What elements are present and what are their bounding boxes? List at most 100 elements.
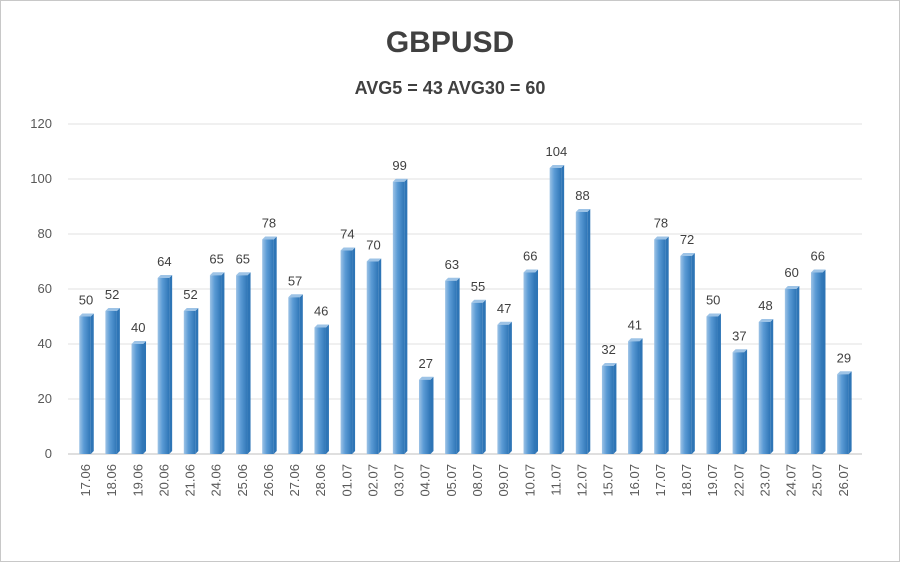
bar-side [273, 236, 277, 454]
bar-side [691, 253, 695, 454]
data-label: 78 [262, 216, 276, 231]
bar-face [236, 275, 248, 454]
bar-face [523, 272, 536, 454]
data-label: 74 [340, 227, 354, 242]
data-label: 66 [523, 249, 537, 264]
bar-face [366, 261, 379, 454]
bar-top [784, 286, 800, 289]
data-label: 88 [575, 188, 589, 203]
data-label: 52 [183, 287, 197, 302]
x-tick-label: 25.06 [235, 464, 250, 497]
bar [497, 321, 512, 454]
bar [183, 308, 199, 454]
bar-side [613, 363, 617, 454]
bar-face [471, 302, 483, 454]
data-label: 78 [654, 216, 668, 231]
data-label: 65 [236, 251, 250, 266]
y-tick-label: 120 [30, 116, 52, 131]
bar-side [482, 299, 486, 454]
data-labels: 50 52 40 64 52 65 65 78 57 46 74 70 99 27 63 55 47 66 104 8… [79, 144, 851, 371]
bar [209, 272, 225, 454]
bar-side [116, 308, 120, 454]
bar-side [561, 165, 565, 454]
bar-face [445, 280, 457, 454]
x-tick-label: 26.06 [261, 464, 276, 497]
bar-side [717, 313, 721, 454]
x-tick-label: 05.07 [444, 464, 459, 497]
bar-top [575, 209, 591, 212]
chart-subtitle: AVG5 = 43 AVG30 = 60 [354, 78, 546, 98]
bar-top [523, 269, 539, 273]
bar-side [247, 272, 251, 454]
bar [340, 247, 356, 454]
data-label: 64 [157, 254, 171, 269]
bar-face [628, 341, 640, 454]
bar-top [601, 363, 617, 366]
x-tick-label: 09.07 [496, 464, 511, 497]
bar-side [430, 376, 434, 454]
grid-lines [68, 123, 862, 455]
bar-face [340, 250, 353, 454]
bar-side [352, 247, 356, 454]
bar-face [549, 168, 562, 454]
bar-face [418, 379, 431, 454]
data-label: 48 [758, 298, 772, 313]
data-label: 29 [837, 350, 851, 365]
bar [628, 338, 643, 454]
bar [445, 277, 460, 454]
bar-top [810, 269, 826, 273]
data-label: 32 [601, 342, 615, 357]
bar-top [366, 258, 382, 262]
bar-top [262, 236, 277, 240]
bar-face [105, 311, 117, 454]
bar [810, 269, 826, 454]
bar-face [810, 272, 823, 454]
bar-top [471, 299, 486, 303]
bar [418, 376, 434, 454]
bar-top [497, 321, 512, 325]
bar [549, 165, 565, 454]
data-label: 40 [131, 320, 145, 335]
data-label: 37 [732, 328, 746, 343]
bar [79, 313, 94, 454]
bar-top [758, 319, 774, 322]
bar [157, 275, 173, 454]
bar-top [837, 371, 852, 375]
bar-top [628, 338, 643, 342]
bar-top [236, 272, 251, 276]
data-label: 50 [706, 293, 720, 308]
x-tick-label: 19.07 [705, 464, 720, 497]
bar [680, 253, 695, 454]
y-tick-label: 60 [38, 281, 52, 296]
data-label: 66 [810, 249, 824, 264]
bar [314, 324, 329, 454]
x-tick-label: 20.06 [156, 464, 171, 497]
bar-top [79, 313, 94, 317]
bar-side [169, 275, 173, 454]
bar-face [314, 327, 326, 454]
bar [105, 308, 120, 454]
bar-top [732, 349, 748, 353]
x-tick-label: 24.07 [784, 464, 799, 497]
data-label: 104 [546, 144, 568, 159]
bar-side [822, 269, 826, 454]
bar-top [680, 253, 695, 256]
bar-top [340, 247, 356, 251]
x-tick-label: 16.07 [627, 464, 642, 497]
data-label: 72 [680, 232, 694, 247]
bar-top [654, 236, 669, 240]
bar-face [575, 212, 588, 454]
bar-side [665, 236, 669, 454]
bar [131, 341, 147, 454]
bar-top [105, 308, 120, 311]
bar-side [143, 341, 147, 454]
bar-top [706, 313, 721, 317]
bar-top [549, 165, 565, 168]
bar-face [706, 316, 718, 454]
x-tick-label: 01.07 [339, 464, 354, 497]
bar-side [848, 371, 852, 454]
bar [706, 313, 721, 454]
bar-face [680, 256, 692, 454]
bar-face [183, 311, 196, 454]
data-label: 47 [497, 301, 511, 316]
